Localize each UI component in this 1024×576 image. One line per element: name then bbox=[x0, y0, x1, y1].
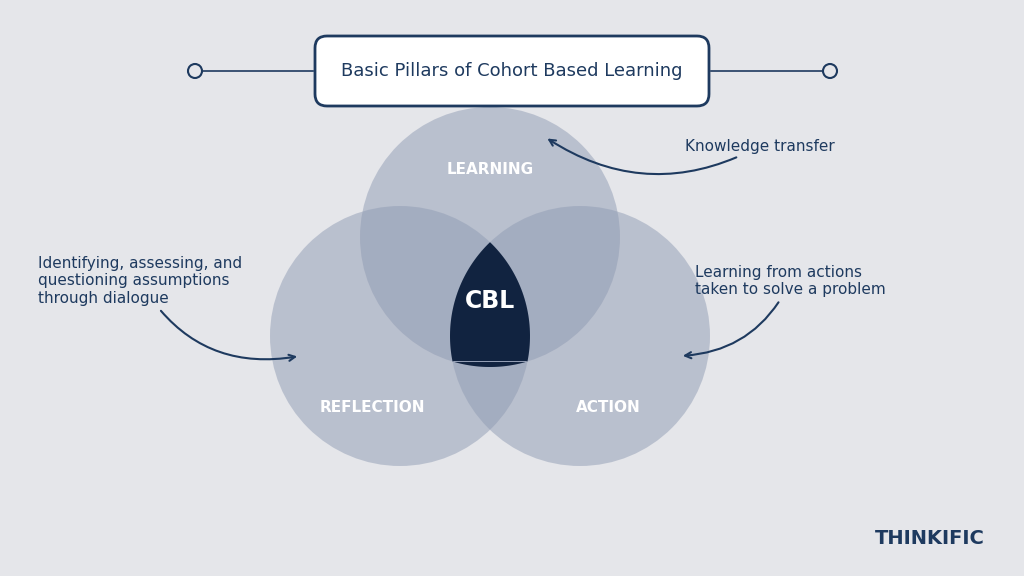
Polygon shape bbox=[450, 242, 530, 367]
Circle shape bbox=[360, 107, 620, 367]
Text: Basic Pillars of Cohort Based Learning: Basic Pillars of Cohort Based Learning bbox=[341, 62, 683, 80]
Text: LEARNING: LEARNING bbox=[446, 161, 534, 176]
Circle shape bbox=[270, 206, 530, 466]
Circle shape bbox=[188, 64, 202, 78]
Text: ACTION: ACTION bbox=[575, 400, 640, 415]
Text: Identifying, assessing, and
questioning assumptions
through dialogue: Identifying, assessing, and questioning … bbox=[38, 256, 295, 361]
Circle shape bbox=[450, 206, 710, 466]
Text: REFLECTION: REFLECTION bbox=[319, 400, 425, 415]
Text: Learning from actions
taken to solve a problem: Learning from actions taken to solve a p… bbox=[685, 265, 886, 358]
Text: Knowledge transfer: Knowledge transfer bbox=[549, 138, 835, 174]
Text: THINKIFIC: THINKIFIC bbox=[876, 529, 985, 548]
FancyBboxPatch shape bbox=[315, 36, 709, 106]
Circle shape bbox=[823, 64, 837, 78]
Text: CBL: CBL bbox=[465, 289, 515, 313]
